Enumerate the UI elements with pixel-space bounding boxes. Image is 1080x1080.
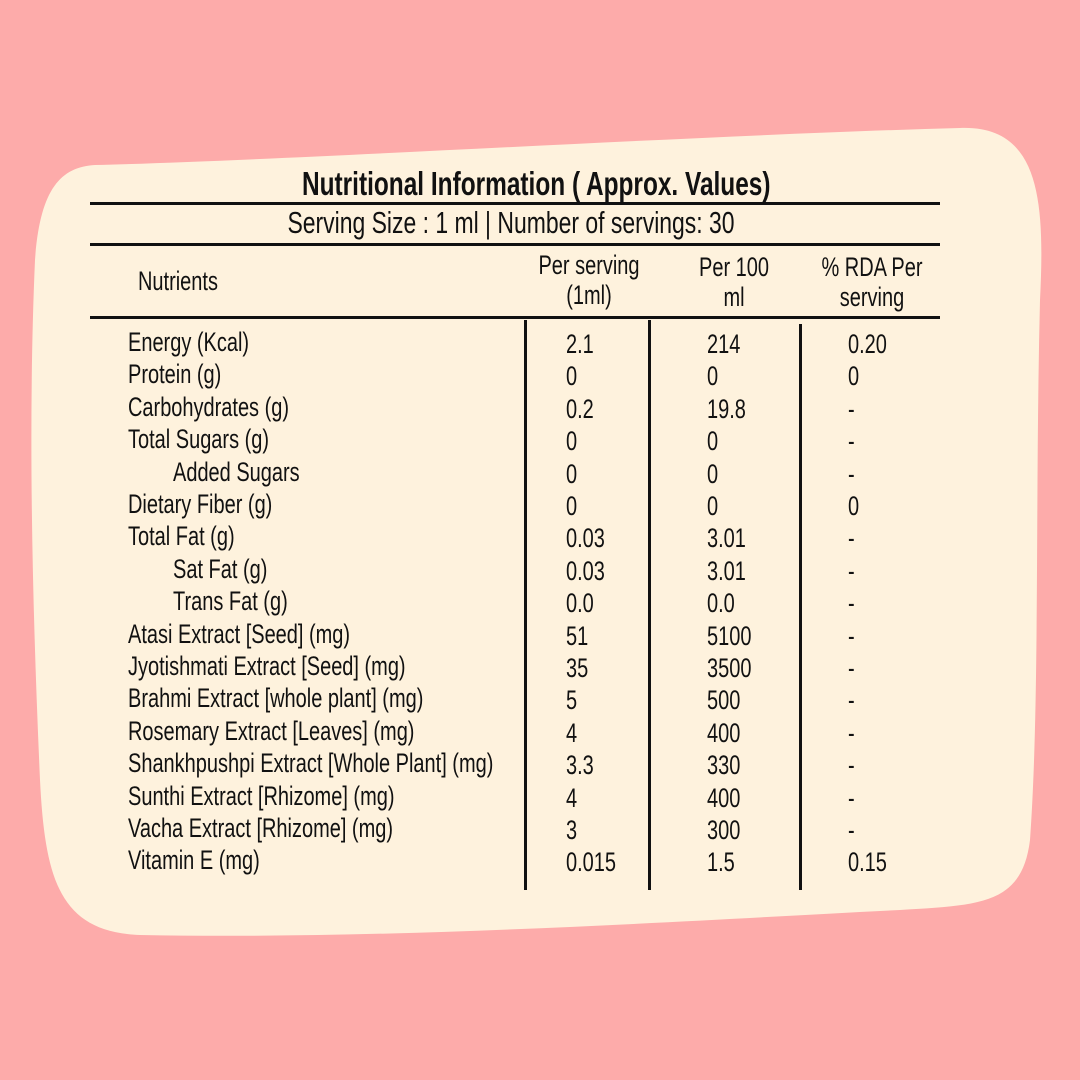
nutrient-name: Dietary Fiber (g) [128, 489, 273, 519]
per-100ml-value: 300 [707, 815, 741, 845]
nutrient-name: Jyotishmati Extract [Seed] (mg) [128, 651, 406, 681]
per-serving-value: 51 [566, 620, 589, 651]
nutrient-name: Carbohydrates (g) [128, 391, 290, 422]
rda-value: - [848, 685, 855, 716]
nutrient-name: Sunthi Extract [Rhizome] (mg) [128, 780, 395, 811]
per-100ml-value: 5100 [707, 620, 752, 651]
per-100ml-value: 0.0 [707, 588, 735, 619]
per-100ml-value: 3500 [707, 653, 752, 683]
header-per-serving-line1: Per serving [538, 250, 640, 280]
header-rda: % RDA Per serving [798, 252, 946, 312]
per-serving-value: 0.03 [566, 523, 605, 554]
divider-header [90, 316, 940, 319]
nutrient-name: Energy (Kcal) [128, 327, 250, 357]
nutrient-name: Added Sugars [173, 456, 300, 487]
header-rda-line2: serving [839, 282, 905, 312]
per-100ml-value: 400 [707, 782, 741, 813]
per-serving-value: 0.2 [566, 393, 594, 424]
per-serving-value: 5 [566, 685, 578, 716]
nutrient-name: Protein (g) [128, 359, 222, 390]
rda-value: - [848, 555, 855, 586]
per-serving-value: 0.015 [566, 847, 617, 878]
rda-value: 0 [848, 491, 860, 521]
header-per-100: Per 100 ml [660, 252, 808, 312]
rda-value: - [848, 653, 855, 683]
divider-serving [90, 243, 940, 246]
divider-title [90, 202, 940, 205]
rda-value: - [848, 393, 855, 424]
per-100ml-value: 0 [707, 426, 719, 457]
rda-value: - [848, 620, 855, 651]
per-serving-value: 0 [566, 361, 578, 392]
rda-value: - [848, 750, 855, 781]
header-per-100-line1: Per 100 [699, 252, 769, 282]
header-per-serving: Per serving (1ml) [515, 250, 663, 310]
serving-size-line: Serving Size : 1 ml | Number of servings… [287, 205, 735, 240]
per-serving-value: 4 [566, 717, 578, 748]
per-100ml-value: 1.5 [707, 847, 735, 878]
per-serving-value: 2.1 [566, 329, 594, 359]
header-per-serving-line2: (1ml) [566, 280, 612, 310]
per-100ml-value: 500 [707, 685, 741, 716]
rda-value: 0.20 [848, 329, 887, 359]
column-divider-2 [648, 320, 651, 890]
rda-value: - [848, 782, 855, 813]
nutrient-name: Total Sugars (g) [128, 424, 270, 455]
per-serving-value: 35 [566, 653, 589, 683]
nutrient-name: Rosemary Extract [Leaves] (mg) [128, 715, 415, 746]
rda-value: - [848, 458, 855, 489]
header-per-100-line2: ml [723, 282, 745, 312]
header-rda-line1: % RDA Per [821, 252, 923, 282]
header-nutrients: Nutrients [138, 266, 218, 296]
rda-value: - [848, 588, 855, 619]
per-serving-value: 0 [566, 458, 578, 489]
column-divider-1 [524, 320, 527, 890]
per-serving-value: 4 [566, 782, 578, 813]
nutrient-name: Trans Fat (g) [173, 586, 288, 617]
per-100ml-value: 19.8 [707, 393, 746, 424]
nutrient-name: Sat Fat (g) [173, 553, 268, 584]
nutrient-name: Atasi Extract [Seed] (mg) [128, 618, 351, 649]
per-100ml-value: 0 [707, 361, 719, 392]
nutrient-name: Vacha Extract [Rhizome] (mg) [128, 813, 394, 843]
rda-value: - [848, 523, 855, 554]
per-100ml-value: 3.01 [707, 523, 746, 554]
table-title: Nutritional Information ( Approx. Values… [302, 165, 771, 202]
per-100ml-value: 214 [707, 329, 741, 359]
per-100ml-value: 3.01 [707, 555, 746, 586]
per-100ml-value: 400 [707, 717, 741, 748]
nutrient-name: Total Fat (g) [128, 521, 235, 552]
per-serving-value: 3 [566, 815, 578, 845]
rda-value: - [848, 717, 855, 748]
per-100ml-value: 0 [707, 458, 719, 489]
per-serving-value: 3.3 [566, 750, 594, 781]
rda-value: 0.15 [848, 847, 887, 878]
per-100ml-value: 330 [707, 750, 741, 781]
rda-value: - [848, 426, 855, 457]
per-100ml-value: 0 [707, 491, 719, 521]
nutrient-name: Vitamin E (mg) [128, 845, 260, 876]
per-serving-value: 0.03 [566, 555, 605, 586]
column-divider-3 [799, 324, 802, 890]
per-serving-value: 0 [566, 491, 578, 521]
per-serving-value: 0 [566, 426, 578, 457]
nutrient-name: Brahmi Extract [whole plant] (mg) [128, 683, 424, 714]
rda-value: 0 [848, 361, 860, 392]
per-serving-value: 0.0 [566, 588, 594, 619]
rda-value: - [848, 815, 855, 845]
nutrient-name: Shankhpushpi Extract [Whole Plant] (mg) [128, 748, 494, 779]
